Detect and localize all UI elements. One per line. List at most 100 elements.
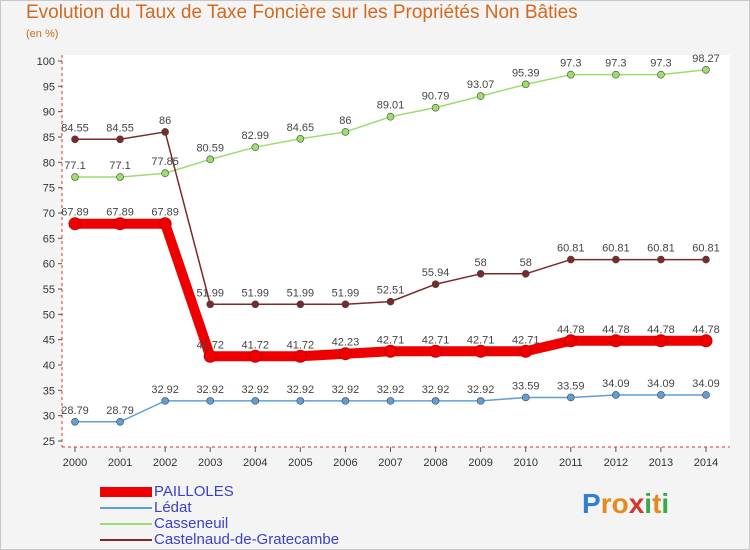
chart-unit-label: (en %) xyxy=(26,28,59,40)
y-tick-label: 45 xyxy=(43,335,55,347)
data-point-castelnaud-de-gratecambe xyxy=(296,300,305,309)
data-point-ledat xyxy=(251,397,260,405)
legend-swatch xyxy=(100,523,152,525)
logo-letter: P xyxy=(582,488,601,519)
data-point-casseneuil xyxy=(296,134,305,143)
y-tick-label: 30 xyxy=(43,411,55,423)
y-tick-label: 100 xyxy=(37,56,55,68)
data-point-ledat xyxy=(296,397,305,405)
data-point-castelnaud-de-gratecambe xyxy=(657,255,665,264)
data-point-ledat xyxy=(116,417,124,426)
y-tick-label: 75 xyxy=(43,183,55,195)
data-label-ledat: 32.92 xyxy=(377,384,405,396)
data-label-castelnaud-de-gratecambe: 86 xyxy=(159,115,171,127)
data-label-pailloles: 42.71 xyxy=(467,334,495,346)
data-point-casseneuil xyxy=(71,173,79,181)
data-point-casseneuil xyxy=(116,173,124,181)
data-point-castelnaud-de-gratecambe xyxy=(702,255,710,264)
data-point-pailloles xyxy=(519,344,533,358)
data-label-pailloles: 44.78 xyxy=(647,324,675,336)
x-tick-label: 2007 xyxy=(378,457,402,469)
x-tick-label: 2006 xyxy=(333,457,357,469)
x-tick-label: 2009 xyxy=(468,457,492,469)
y-tick-label: 35 xyxy=(43,385,55,397)
x-tick-label: 2000 xyxy=(63,457,87,469)
data-label-castelnaud-de-gratecambe: 51.99 xyxy=(242,287,270,299)
data-label-pailloles: 44.78 xyxy=(602,324,630,336)
data-label-casseneuil: 89.01 xyxy=(377,100,405,112)
x-tick-label: 2003 xyxy=(198,457,222,469)
data-label-ledat: 32.92 xyxy=(196,384,224,396)
data-label-ledat: 34.09 xyxy=(647,378,675,390)
y-tick-label: 90 xyxy=(43,107,55,119)
data-label-castelnaud-de-gratecambe: 58 xyxy=(520,257,532,269)
data-point-castelnaud-de-gratecambe xyxy=(476,269,485,278)
data-label-casseneuil: 93.07 xyxy=(467,79,495,91)
legend-label: Lédat xyxy=(154,499,192,516)
data-point-pailloles xyxy=(654,334,668,348)
data-label-casseneuil: 77.1 xyxy=(109,160,130,172)
y-tick-label: 60 xyxy=(43,259,55,271)
data-point-ledat xyxy=(566,393,575,402)
data-point-castelnaud-de-gratecambe xyxy=(341,300,350,309)
data-point-pailloles xyxy=(474,344,488,358)
data-label-pailloles: 42.71 xyxy=(422,334,450,346)
data-point-pailloles xyxy=(429,344,443,358)
data-label-pailloles: 67.89 xyxy=(106,207,134,219)
data-label-castelnaud-de-gratecambe: 51.99 xyxy=(196,287,224,299)
data-point-ledat xyxy=(521,393,530,402)
data-point-ledat xyxy=(71,417,79,426)
data-point-pailloles xyxy=(68,217,82,231)
data-point-castelnaud-de-gratecambe xyxy=(612,255,620,264)
y-tick-label: 40 xyxy=(43,360,55,372)
data-label-castelnaud-de-gratecambe: 60.81 xyxy=(647,243,675,255)
x-tick-label: 2011 xyxy=(559,457,583,469)
data-label-castelnaud-de-gratecambe: 52.51 xyxy=(377,285,405,297)
data-point-casseneuil xyxy=(566,70,575,79)
data-point-ledat xyxy=(476,397,485,405)
data-label-ledat: 34.09 xyxy=(602,378,630,390)
data-point-casseneuil xyxy=(206,155,215,164)
data-label-pailloles: 67.89 xyxy=(61,207,89,219)
logo-letter: t xyxy=(652,488,662,519)
x-tick-label: 2004 xyxy=(243,457,267,469)
data-label-pailloles: 42.23 xyxy=(332,337,360,349)
data-point-casseneuil xyxy=(161,169,169,178)
data-label-castelnaud-de-gratecambe: 51.99 xyxy=(287,287,315,299)
data-label-castelnaud-de-gratecambe: 58 xyxy=(475,257,487,269)
x-tick-label: 2013 xyxy=(649,457,673,469)
data-point-pailloles xyxy=(338,347,352,361)
data-label-casseneuil: 84.65 xyxy=(287,122,315,134)
data-point-casseneuil xyxy=(431,103,440,112)
y-tick-label: 25 xyxy=(43,436,55,448)
x-tick-label: 2012 xyxy=(604,457,628,469)
data-point-casseneuil xyxy=(341,128,350,136)
data-point-ledat xyxy=(657,391,665,399)
data-point-casseneuil xyxy=(386,112,395,121)
data-point-castelnaud-de-gratecambe xyxy=(116,135,124,144)
data-point-castelnaud-de-gratecambe xyxy=(431,280,440,289)
data-label-ledat: 34.09 xyxy=(692,378,720,390)
data-label-ledat: 32.92 xyxy=(332,384,360,396)
data-label-pailloles: 44.78 xyxy=(692,324,720,336)
data-label-pailloles: 42.71 xyxy=(512,334,540,346)
data-label-ledat: 33.59 xyxy=(512,380,540,392)
data-label-casseneuil: 98.27 xyxy=(692,53,720,65)
data-label-casseneuil: 90.79 xyxy=(422,91,450,103)
data-point-pailloles xyxy=(113,217,127,231)
logo-letter: i xyxy=(644,488,653,519)
data-label-pailloles: 42.71 xyxy=(377,334,405,346)
logo-letter: o xyxy=(611,488,629,519)
data-label-ledat: 32.92 xyxy=(467,384,495,396)
y-tick-label: 70 xyxy=(43,208,55,220)
data-point-ledat xyxy=(161,397,169,405)
data-point-ledat xyxy=(702,391,710,399)
data-point-castelnaud-de-gratecambe xyxy=(521,269,530,278)
data-label-casseneuil: 86 xyxy=(339,115,351,127)
data-point-pailloles xyxy=(248,349,262,363)
data-point-pailloles xyxy=(609,334,623,348)
data-label-casseneuil: 82.99 xyxy=(242,130,270,142)
data-point-castelnaud-de-gratecambe xyxy=(566,255,575,264)
data-point-castelnaud-de-gratecambe xyxy=(386,297,395,306)
